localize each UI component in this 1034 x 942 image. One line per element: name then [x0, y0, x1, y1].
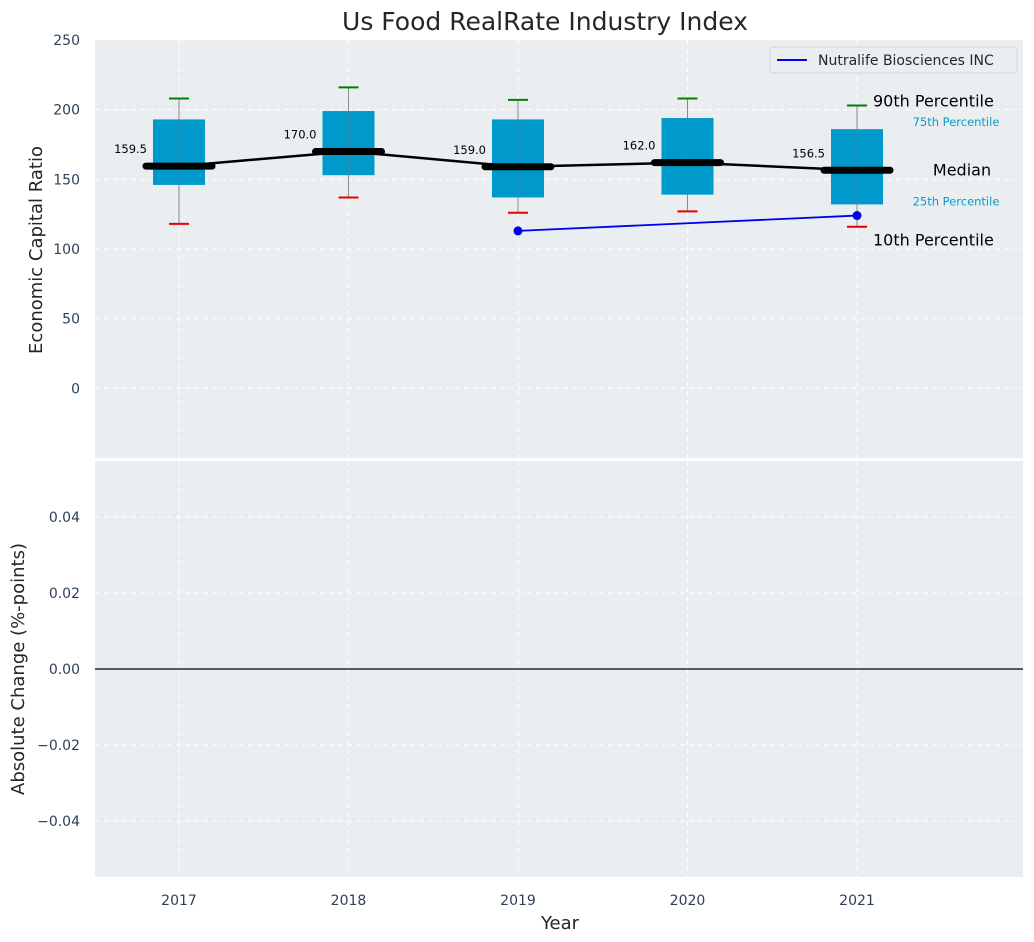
bottom-y-tick-label: −0.02	[37, 738, 80, 754]
annotation-p75: 75th Percentile	[913, 115, 1000, 129]
bottom-y-tick-label: 0.02	[49, 586, 80, 602]
company-series-line	[517, 214, 858, 232]
annotation-p10: 10th Percentile	[873, 231, 994, 250]
company-series-point	[513, 226, 523, 236]
legend-label: Nutralife Biosciences INC	[818, 53, 994, 69]
x-tick-label: 2019	[500, 893, 536, 909]
bottom-y-tick-label: −0.04	[37, 814, 80, 830]
top-y-tick-label: 100	[53, 242, 80, 258]
bottom-y-axis-label: Absolute Change (%-points)	[8, 543, 29, 795]
top-grid	[95, 40, 1023, 458]
series-lines: 159.5 170.0 159.0 162.0 156.5	[114, 127, 894, 236]
x-tick-label: 2020	[670, 893, 706, 909]
median-value-label: 159.5	[114, 142, 147, 156]
median-value-label: 162.0	[623, 139, 656, 153]
bottom-y-tick-label: 0.04	[49, 510, 80, 526]
median-value-label: 170.0	[284, 127, 317, 141]
top-y-tick-label: 0	[71, 381, 80, 397]
annotation-p25: 25th Percentile	[913, 194, 1000, 208]
bottom-y-tick-label: 0.00	[49, 662, 80, 678]
top-y-ticks: 250 200 150 100 50 0	[53, 33, 80, 397]
median-value-label: 159.0	[453, 143, 486, 157]
x-ticks: 2017 2018 2019 2020 2021	[161, 893, 875, 909]
annotation-median: Median	[933, 160, 991, 179]
median-value-label: 156.5	[792, 146, 825, 160]
x-tick-label: 2021	[839, 893, 875, 909]
bottom-grid	[95, 461, 1023, 877]
chart-title: Us Food RealRate Industry Index	[342, 7, 748, 36]
top-y-tick-label: 150	[53, 172, 80, 188]
annotation-p90: 90th Percentile	[873, 91, 994, 110]
top-y-tick-label: 250	[53, 33, 80, 49]
bottom-y-ticks: 0.04 0.02 0.00 −0.02 −0.04	[37, 510, 80, 830]
legend: Nutralife Biosciences INC	[769, 46, 1018, 74]
percentile-annotations: 90th Percentile 75th Percentile Median 25th…	[873, 91, 999, 249]
top-y-axis-label: Economic Capital Ratio	[26, 146, 47, 354]
company-series-point	[852, 211, 862, 221]
x-tick-label: 2018	[331, 893, 367, 909]
top-y-tick-label: 200	[53, 103, 80, 119]
legend-box	[769, 46, 1018, 74]
x-axis-label: Year	[540, 913, 580, 934]
x-tick-label: 2017	[161, 893, 197, 909]
top-y-tick-label: 50	[62, 312, 80, 328]
